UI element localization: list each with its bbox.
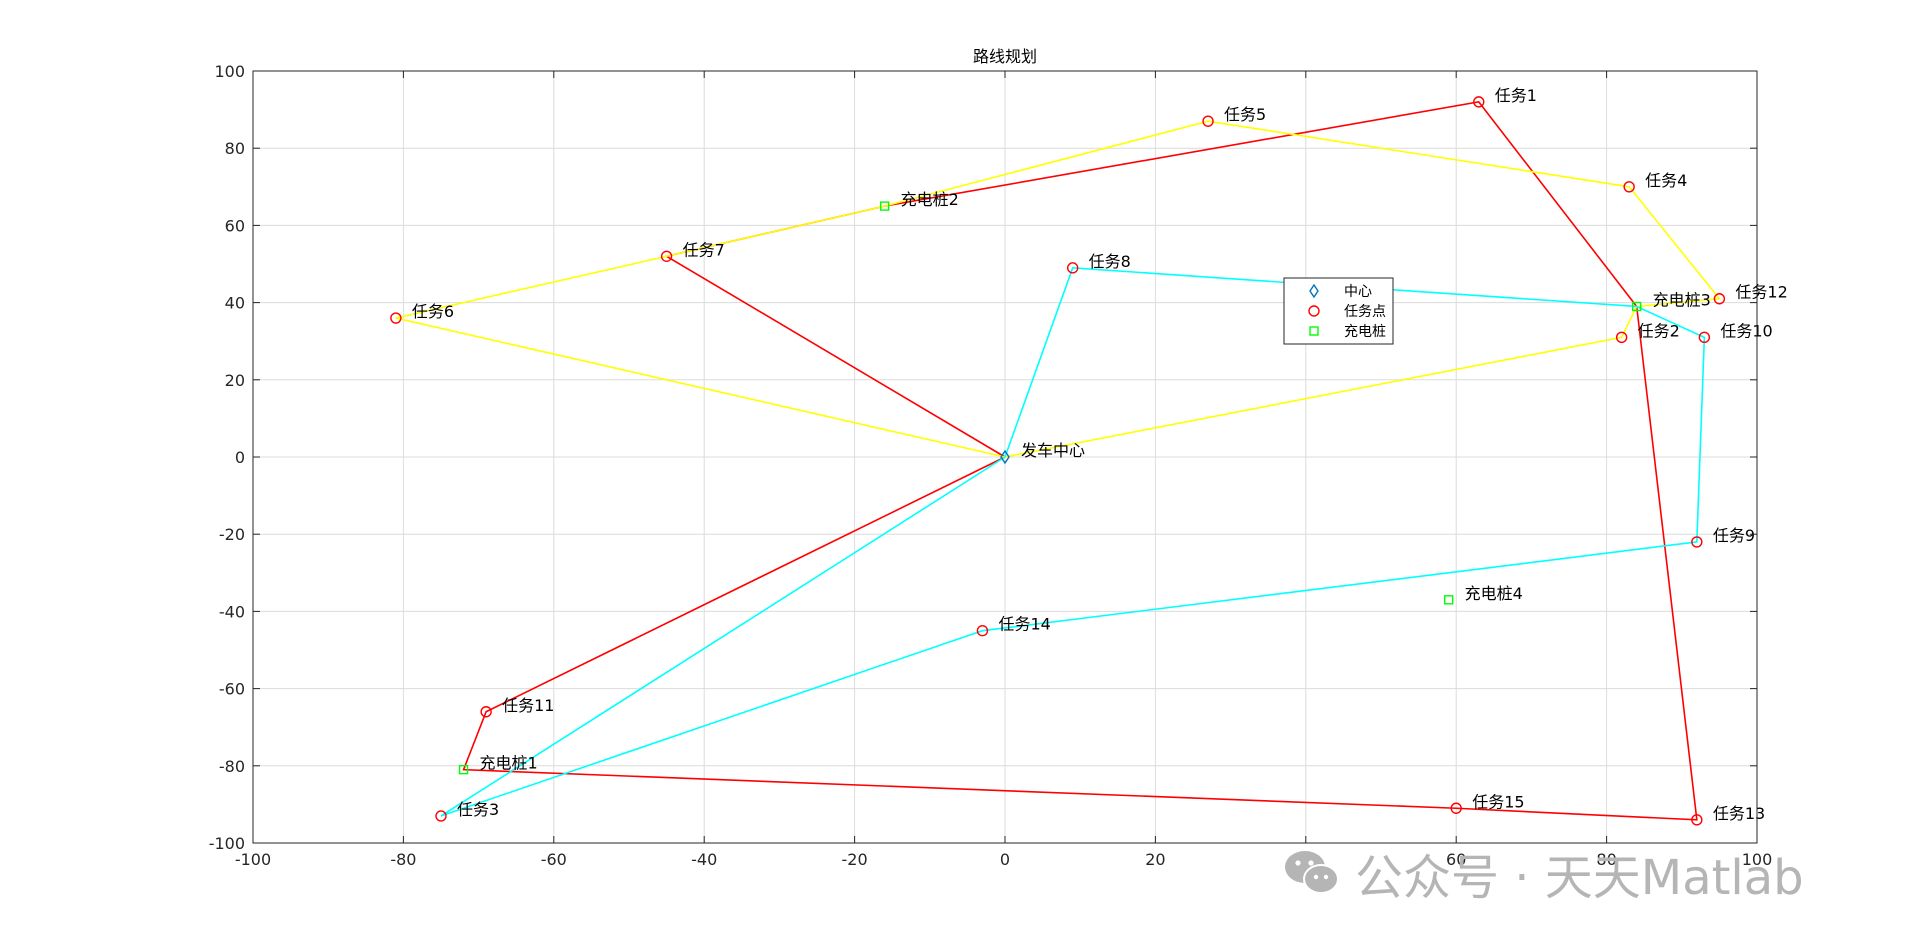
task-label: 任务9: [1713, 526, 1755, 545]
task-marker: [1691, 536, 1703, 548]
task-marker: [480, 706, 492, 718]
x-tick-label: 80: [1596, 850, 1616, 869]
charger-label: 充电桩3: [1653, 290, 1711, 309]
x-tick-label: -60: [541, 850, 567, 869]
charger-label: 充电桩1: [480, 754, 538, 773]
task-label: 任务1: [1495, 86, 1537, 105]
legend-label: 中心: [1344, 284, 1372, 300]
task-marker: [1202, 115, 1214, 127]
legend-marker-circle: [1308, 305, 1320, 317]
x-tick-label: -20: [842, 850, 868, 869]
legend-marker-diamond: [1309, 283, 1319, 299]
y-tick-label: 100: [214, 62, 245, 81]
route-line-2: [395, 120, 1721, 458]
charger-marker: [879, 201, 890, 211]
chart-title: 路线规划: [973, 47, 1037, 66]
task-marker: [390, 312, 402, 324]
task-label: 任务14: [998, 615, 1050, 634]
y-tick-label: 20: [225, 371, 245, 390]
task-marker: [1713, 293, 1726, 305]
task-label: 任务8: [1089, 252, 1131, 271]
y-tick-label: 0: [235, 448, 245, 467]
task-label: 任务3: [457, 800, 499, 819]
legend-marker-square: [1309, 326, 1319, 336]
task-label: 任务4: [1645, 171, 1687, 190]
task-marker: [1450, 802, 1462, 814]
charger-label: 充电桩4: [1465, 584, 1523, 603]
watermark-text: 公众号 · 天天Matlab: [1355, 850, 1804, 906]
x-tick-label: 0: [1000, 850, 1010, 869]
task-marker: [976, 625, 989, 637]
charger-marker: [1443, 595, 1454, 605]
task-label: 任务10: [1720, 321, 1772, 340]
center-marker: [1000, 449, 1010, 465]
task-label: 任务13: [1713, 804, 1765, 823]
task-label: 任务7: [683, 240, 725, 259]
charger-marker: [1631, 301, 1642, 312]
legend-box: [1283, 277, 1394, 345]
y-tick-label: 60: [225, 216, 245, 235]
point-labels: 任务1 任务2 任务3 任务4 任务5 任务6 任务7 任务8 任务9 任务10 任务11 任务12 任…: [412, 86, 1788, 823]
wechat-icon: [1285, 851, 1339, 894]
x-tick-label: -80: [390, 850, 416, 869]
task-marker: [1615, 331, 1628, 344]
task-marker: [1473, 96, 1485, 108]
task-label: 任务11: [502, 696, 554, 715]
route-line-3: [440, 267, 1706, 817]
task-marker: [1698, 331, 1711, 344]
x-tick-label: 60: [1446, 850, 1466, 869]
task-label: 任务6: [412, 302, 454, 321]
charger-label: 充电桩2: [901, 190, 959, 209]
x-tick-label: 20: [1145, 850, 1165, 869]
center-label: 发车中心: [1021, 441, 1085, 460]
routes: [395, 101, 1721, 821]
charger-marker: [458, 764, 469, 775]
task-marker: [1066, 262, 1079, 274]
markers: [390, 96, 1726, 826]
y-tick-label: 40: [225, 294, 245, 313]
y-tick-label: -100: [209, 834, 245, 853]
task-label: 任务5: [1224, 105, 1266, 124]
task-marker: [1623, 181, 1635, 193]
task-marker: [660, 250, 673, 262]
legend-label: 任务点: [1344, 304, 1386, 320]
y-tick-label: -80: [219, 757, 245, 776]
x-tick-label: -40: [691, 850, 717, 869]
x-tick-label: 100: [1742, 850, 1773, 869]
task-label: 任务12: [1735, 283, 1787, 302]
y-tick-label: 80: [225, 139, 245, 158]
y-tick-label: -20: [219, 525, 245, 544]
task-label: 任务2: [1638, 321, 1680, 340]
watermark: 公众号 · 天天Matlab: [1283, 838, 1804, 908]
ticks: -100 -80 -60 -40 -20 0 20 40 60 80 100 -100 -80 -60 -4…: [209, 62, 1773, 869]
task-label: 任务15: [1472, 792, 1524, 811]
y-tick-label: -60: [219, 680, 245, 699]
task-marker: [1691, 814, 1703, 826]
y-tick-label: -40: [219, 602, 245, 621]
legend-label: 充电桩: [1344, 323, 1386, 340]
x-tick-label: -100: [235, 850, 271, 869]
task-marker: [435, 810, 447, 822]
